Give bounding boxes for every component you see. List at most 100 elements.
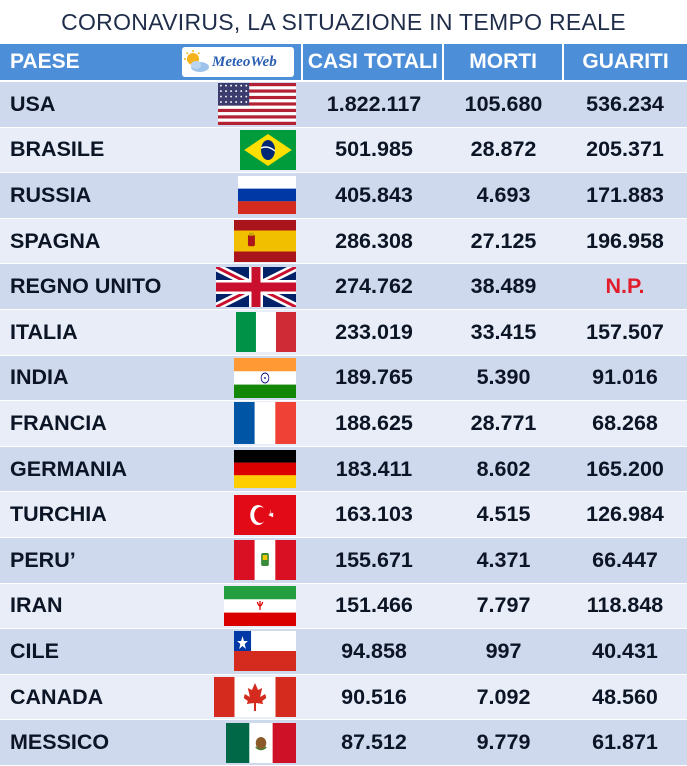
cases-cell: 151.466	[335, 593, 413, 618]
country-name: PERU’	[10, 547, 76, 572]
cases-cell: 90.516	[341, 684, 407, 709]
recovered-cell: 157.507	[586, 319, 664, 344]
country-name: TURCHIA	[10, 502, 107, 527]
country-cell: RUSSIA	[0, 173, 304, 218]
deaths-cell: 9.779	[476, 730, 531, 755]
meteoweb-logo: MeteoWeb	[182, 47, 294, 77]
country-cell: ITALIA	[0, 310, 304, 355]
table-row: IRAN 151.466 7.797 118.848	[0, 583, 687, 630]
deaths-cell: 28.771	[470, 410, 537, 435]
table-row: MESSICO 87.512 9.779 61.871	[0, 720, 687, 766]
table-row: RUSSIA 405.843 4.693 171.883	[0, 173, 687, 219]
country-name: BRASILE	[10, 137, 105, 162]
cases-cell: 188.625	[335, 410, 413, 435]
cases-cell: 274.762	[335, 274, 413, 299]
italy-flag-icon	[236, 312, 296, 353]
country-name: REGNO UNITO	[10, 274, 162, 299]
deaths-cell: 7.797	[476, 593, 531, 618]
header-recovered: GUARITI	[562, 44, 687, 80]
cases-cell: 183.411	[335, 456, 413, 481]
country-name: CILE	[10, 638, 59, 663]
table-row: TURCHIA 163.103 4.515 126.984	[0, 492, 687, 538]
country-name: INDIA	[10, 365, 69, 390]
deaths-cell: 4.693	[476, 182, 531, 207]
country-cell: BRASILE	[0, 128, 304, 173]
table-row: INDIA 189.765 5.390 91.016	[0, 355, 687, 402]
deaths-cell: 997	[485, 638, 522, 663]
cases-cell: 155.671	[335, 547, 413, 572]
table-row: GERMANIA 183.411 8.602 165.200	[0, 446, 687, 493]
deaths-cell: 38.489	[470, 274, 537, 299]
mexico-flag-icon	[226, 722, 296, 763]
table-row: PERU’ 155.671 4.371 66.447	[0, 537, 687, 584]
table-row: REGNO UNITO 274.762 38.489 N.P.	[0, 264, 687, 310]
chile-flag-icon	[234, 631, 296, 672]
deaths-cell: 33.415	[470, 319, 537, 344]
turkey-flag-icon	[234, 494, 296, 535]
deaths-cell: 8.602	[476, 456, 531, 481]
france-flag-icon	[234, 402, 296, 445]
cases-cell: 501.985	[335, 137, 413, 162]
peru-flag-icon	[234, 540, 296, 581]
cases-cell: 87.512	[341, 730, 407, 755]
recovered-cell: 91.016	[592, 365, 658, 390]
table-row: BRASILE 501.985 28.872 205.371	[0, 127, 687, 174]
deaths-cell: 4.515	[476, 502, 531, 527]
cases-cell: 1.822.117	[326, 91, 422, 116]
country-name: USA	[10, 91, 56, 116]
deaths-cell: 105.680	[464, 91, 543, 116]
country-name: IRAN	[10, 593, 63, 618]
table-row: SPAGNA 286.308 27.125 196.958	[0, 218, 687, 265]
deaths-cell: 27.125	[470, 228, 537, 253]
table-row: FRANCIA 188.625 28.771 68.268	[0, 401, 687, 447]
recovered-cell: 48.560	[592, 684, 658, 709]
country-name: ITALIA	[10, 319, 78, 344]
sun-cloud-icon	[184, 50, 209, 72]
recovered-cell: 118.848	[586, 593, 664, 618]
uk-flag-icon	[216, 266, 296, 307]
brazil-flag-icon	[240, 129, 296, 170]
recovered-cell: 126.984	[586, 502, 664, 527]
table-row: CANADA 90.516 7.092 48.560	[0, 674, 687, 721]
country-cell: INDIA	[0, 356, 304, 401]
table-row: ITALIA 233.019 33.415 157.507	[0, 309, 687, 356]
recovered-cell: N.P.	[605, 274, 645, 299]
country-cell: CILE	[0, 629, 304, 674]
country-cell: FRANCIA	[0, 401, 304, 446]
spain-flag-icon	[234, 220, 296, 263]
deaths-cell: 7.092	[476, 684, 531, 709]
cases-cell: 94.858	[341, 638, 407, 663]
country-name: SPAGNA	[10, 228, 101, 253]
country-name: CANADA	[10, 684, 104, 709]
recovered-cell: 66.447	[592, 547, 658, 572]
iran-flag-icon	[224, 585, 296, 626]
recovered-cell: 68.268	[592, 410, 658, 435]
page-title: CORONAVIRUS, LA SITUAZIONE IN TEMPO REAL…	[61, 9, 626, 35]
deaths-cell: 28.872	[470, 137, 537, 162]
country-cell: PERU’	[0, 538, 304, 583]
country-name: GERMANIA	[10, 456, 128, 481]
recovered-cell: 61.871	[592, 730, 658, 755]
country-cell: TURCHIA	[0, 492, 304, 537]
canada-flag-icon	[214, 677, 296, 718]
country-cell: CANADA	[0, 675, 304, 720]
covid-table-page: CORONAVIRUS, LA SITUAZIONE IN TEMPO REAL…	[0, 9, 687, 766]
cases-cell: 189.765	[335, 365, 413, 390]
cases-cell: 233.019	[335, 319, 413, 344]
recovered-cell: 196.958	[586, 228, 664, 253]
recovered-cell: 40.431	[592, 638, 658, 663]
country-cell: REGNO UNITO	[0, 264, 304, 309]
logo-text: MeteoWeb	[212, 53, 277, 70]
table-body: USA 1.822.117 105.680 536.234 BRASILE 501.98…	[0, 82, 687, 766]
russia-flag-icon	[238, 176, 296, 215]
header-deaths: MORTI	[442, 44, 562, 80]
header-country: PAESE MeteoWeb	[0, 44, 301, 80]
recovered-cell: 536.234	[586, 91, 664, 116]
country-cell: IRAN	[0, 584, 304, 629]
table-row: CILE 94.858 997 40.431	[0, 629, 687, 675]
country-cell: USA	[0, 82, 304, 127]
table-row: USA 1.822.117 105.680 536.234	[0, 82, 687, 128]
usa-flag-icon	[218, 83, 296, 126]
recovered-cell: 165.200	[586, 456, 664, 481]
germany-flag-icon	[234, 450, 296, 489]
